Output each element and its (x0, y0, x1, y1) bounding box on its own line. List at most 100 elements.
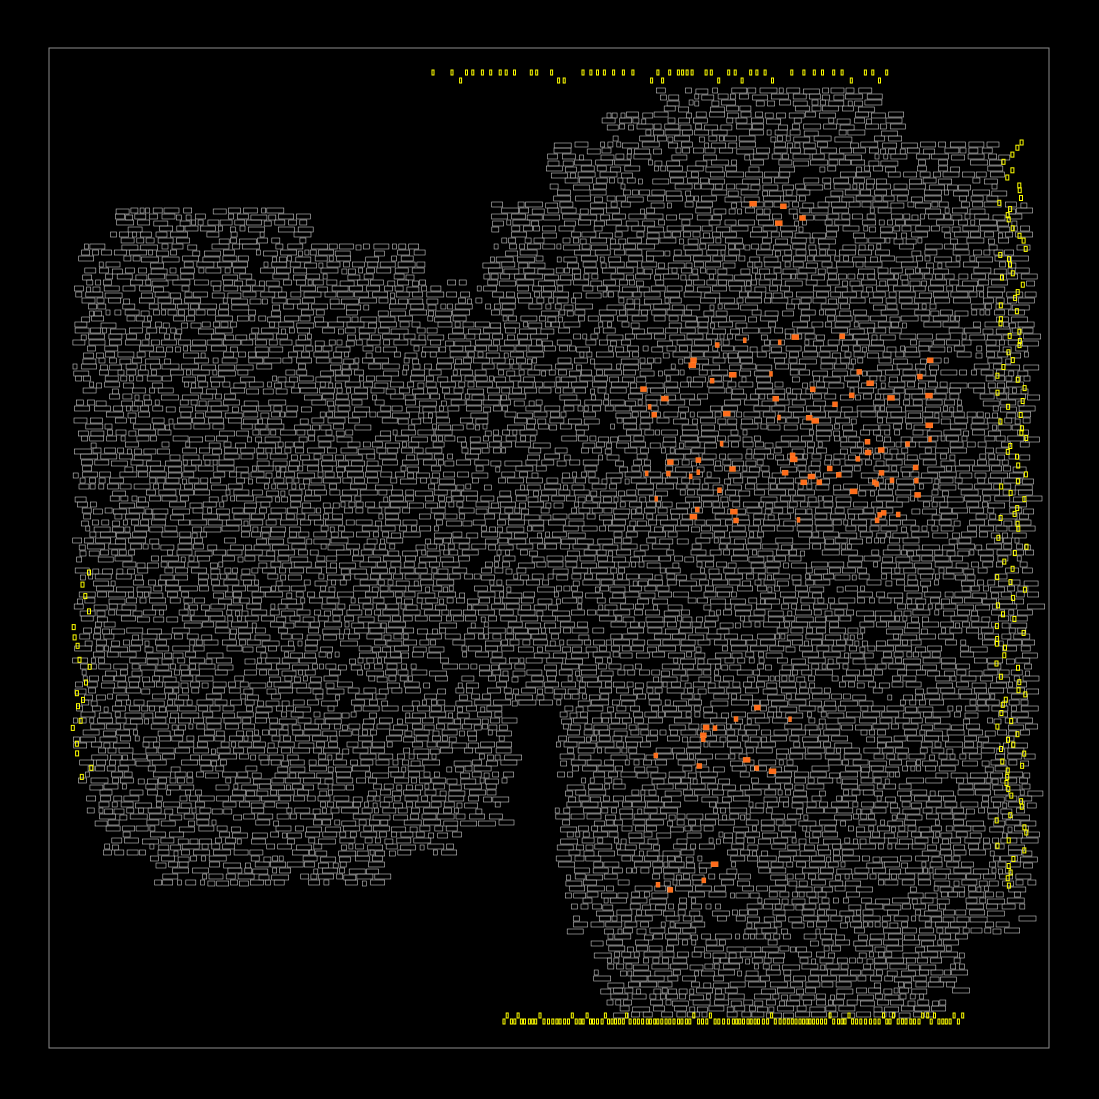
cell-339 (859, 183, 864, 190)
cell-556 (834, 219, 851, 226)
cell-1169 (278, 291, 287, 298)
cell-924 (224, 267, 231, 274)
cell-981 (180, 273, 195, 280)
cell-1808 (109, 357, 117, 364)
cell-1149 (876, 285, 890, 292)
cell-1303 (493, 303, 501, 310)
cell-1427 (681, 315, 697, 322)
cell-486 (268, 214, 277, 221)
cell-345 (946, 184, 958, 191)
cell-1485 (709, 322, 715, 329)
cell-2064 (417, 382, 425, 389)
cell-19 (729, 93, 736, 100)
cell-548 (681, 219, 691, 226)
cell-932 (358, 267, 364, 274)
cell-122 (838, 129, 847, 136)
cell-1187 (553, 291, 569, 298)
cell-1771 (477, 351, 484, 358)
cell-45 (678, 106, 690, 113)
cell-109 (879, 123, 887, 130)
cell-1776 (579, 351, 585, 358)
cell-1676 (961, 339, 972, 346)
cell-322 (573, 184, 590, 191)
cell-1322 (820, 303, 839, 310)
cell-666 (299, 237, 307, 244)
cell-1456 (230, 321, 237, 328)
cell-907 (901, 261, 918, 268)
cell-708 (232, 243, 240, 250)
cell-392 (874, 195, 883, 202)
cell-180 (719, 147, 733, 154)
cell-49 (795, 105, 810, 112)
cell-852 (880, 255, 895, 262)
cell-1264 (800, 297, 812, 304)
cell-347 (991, 183, 998, 190)
cell-1153 (946, 285, 954, 292)
cell-436 (139, 207, 145, 214)
cell-569 (159, 225, 173, 232)
cell-349 (589, 189, 607, 196)
cell-1795 (853, 351, 866, 358)
cell-15 (668, 94, 680, 101)
cell-1598 (686, 333, 704, 340)
cell-2033 (901, 375, 916, 382)
cell-2086 (757, 382, 773, 389)
cell-1164 (193, 291, 208, 298)
cell-723 (519, 243, 525, 250)
cell-142 (888, 135, 903, 142)
cell-1519 (288, 327, 295, 334)
cell-276 (599, 171, 618, 178)
cell-1533 (519, 328, 538, 335)
cell-372 (991, 190, 1008, 197)
cell-854 (916, 255, 923, 262)
cell-990 (393, 273, 405, 280)
cell-706 (187, 244, 198, 251)
cell-1039 (145, 279, 152, 286)
cell-369 (944, 189, 949, 196)
cell-1842 (647, 357, 654, 364)
cell-2192 (604, 393, 609, 400)
cell-1588 (517, 333, 529, 340)
cell-175 (653, 148, 662, 155)
cell-2121 (354, 387, 368, 394)
cell-88 (854, 117, 865, 124)
cell-585 (593, 225, 603, 232)
cell-1050 (296, 279, 306, 286)
cell-495 (600, 214, 610, 221)
cell-1643 (393, 339, 409, 346)
cell-869 (263, 261, 269, 268)
cell-1743 (976, 345, 983, 352)
cell-606 (930, 225, 940, 232)
cell-2117 (300, 387, 319, 394)
cell-440 (183, 207, 192, 214)
cell-1034 (1020, 273, 1038, 280)
cell-1018 (827, 273, 837, 280)
cell-309 (774, 177, 789, 184)
cell-36 (779, 99, 791, 106)
cell-2126 (427, 387, 438, 394)
cell-923 (205, 267, 222, 274)
cell-1280 (97, 303, 107, 310)
cell-1661 (694, 339, 712, 346)
cell-1345 (207, 309, 216, 316)
cell-2091 (828, 382, 845, 389)
cell-1634 (279, 339, 293, 346)
cell-1140 (729, 285, 743, 292)
cell-521 (992, 214, 1006, 221)
cell-1245 (499, 297, 516, 304)
cell-2069 (475, 381, 493, 388)
cell-760 (148, 249, 153, 256)
cell-1824 (361, 357, 374, 364)
cell-844 (782, 255, 792, 262)
cell-139 (813, 135, 832, 142)
cell-1920 (117, 369, 125, 376)
cell-535 (288, 219, 297, 226)
cell-2006 (464, 375, 475, 382)
cell-867 (217, 261, 232, 268)
cell-901 (792, 261, 804, 268)
cell-14 (660, 94, 667, 101)
cell-1612 (899, 333, 917, 340)
cell-504 (771, 213, 782, 220)
cell-528 (197, 219, 204, 226)
cell-141 (874, 135, 885, 142)
